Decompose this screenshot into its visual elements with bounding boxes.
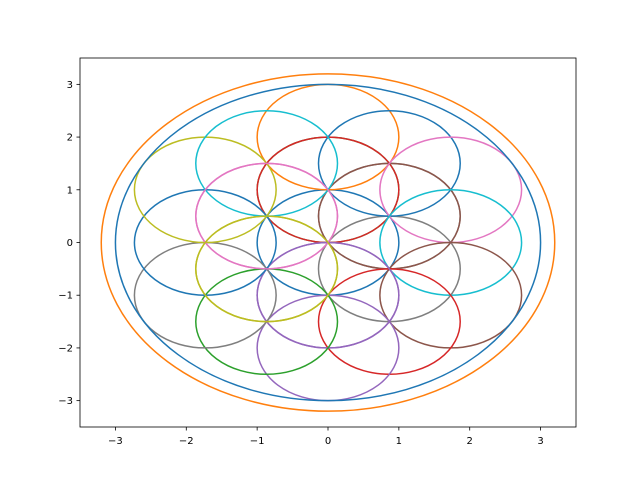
x-tick-label: 1: [396, 436, 402, 447]
circle-series-24: [114, 83, 542, 402]
y-tick-label: −2: [58, 343, 73, 354]
x-tick-label: 3: [537, 436, 543, 447]
x-axis: −3 −2 −1 0 1 2 3: [108, 427, 544, 447]
y-tick-label: −3: [58, 396, 73, 407]
circle-series-23: [195, 215, 339, 323]
circle-series-22: [195, 162, 339, 270]
y-tick-label: 1: [67, 185, 73, 196]
y-tick-label: 0: [67, 238, 73, 249]
circle-series-25: [100, 73, 556, 412]
y-axis: −3 −2 −1 0 1 2 3: [58, 80, 80, 407]
y-tick-label: 2: [67, 133, 73, 144]
y-tick-label: 3: [67, 80, 73, 91]
x-tick-label: −3: [108, 436, 123, 447]
x-tick-label: −2: [179, 436, 194, 447]
y-tick-label: −1: [58, 291, 73, 302]
series-layer: [100, 73, 556, 412]
x-tick-label: −1: [250, 436, 265, 447]
x-tick-label: 2: [467, 436, 473, 447]
x-tick-label: 0: [325, 436, 331, 447]
